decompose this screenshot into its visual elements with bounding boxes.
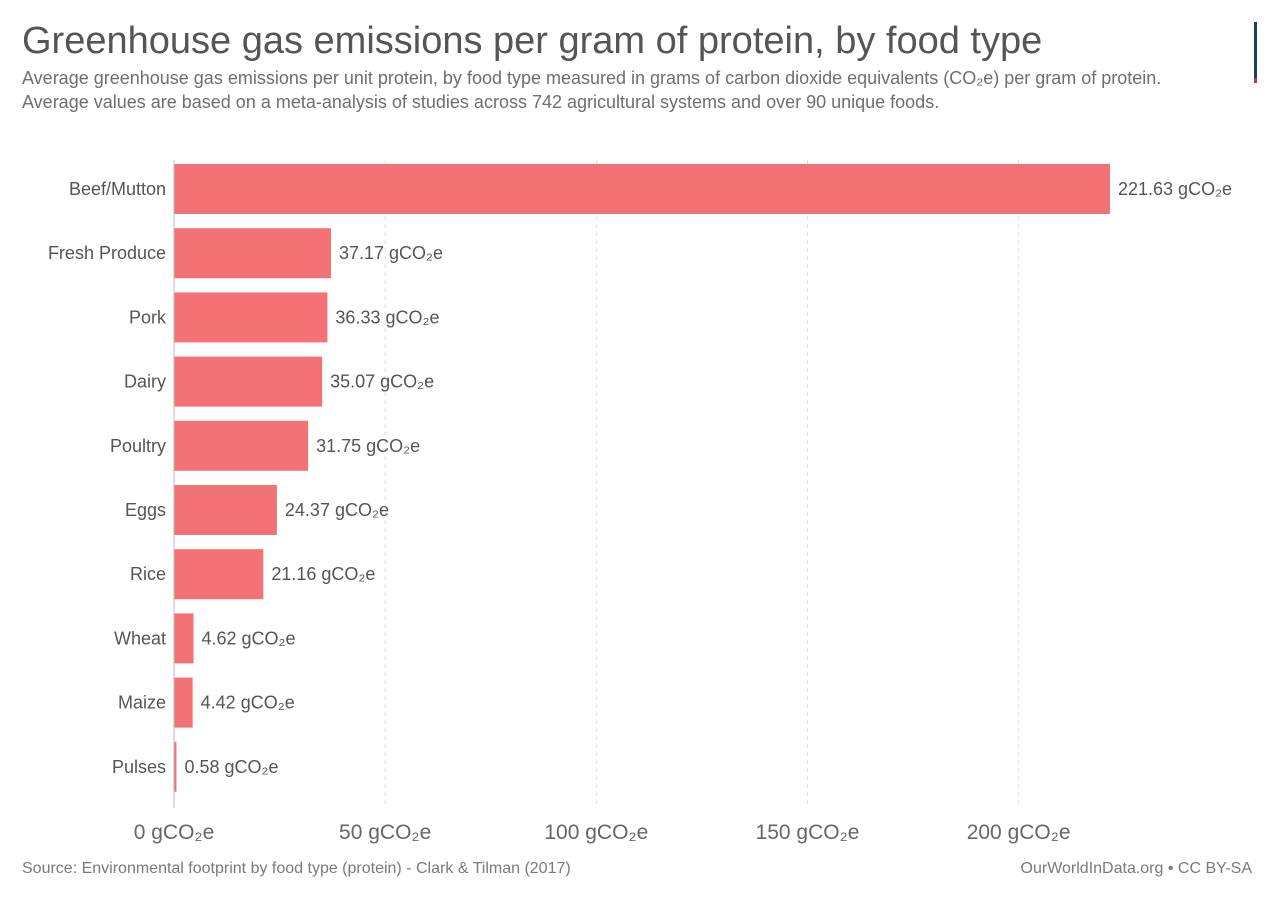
- category-label: Dairy: [124, 372, 166, 392]
- logo-navy-block: [1254, 22, 1257, 78]
- data-label: 36.33 gCO₂e: [335, 307, 439, 327]
- grid-lines: [384, 160, 1020, 808]
- chart-subtitle: Average greenhouse gas emissions per uni…: [22, 68, 1162, 112]
- x-tick-label: 50 gCO₂e: [339, 821, 431, 844]
- value-labels: 221.63 gCO₂e 37.17 gCO₂e 36.33 gCO₂e 35.07 …: [184, 179, 1232, 777]
- x-tick-label: 200 gCO₂e: [967, 821, 1071, 844]
- data-label: 21.16 gCO₂e: [271, 564, 375, 584]
- x-tick-label: 150 gCO₂e: [756, 821, 860, 844]
- bar[interactable]: [174, 356, 323, 407]
- bar[interactable]: [174, 292, 328, 343]
- data-label: 4.62 gCO₂e: [202, 628, 296, 648]
- data-label: 221.63 gCO₂e: [1118, 179, 1232, 199]
- owid-logo[interactable]: [1254, 22, 1257, 83]
- x-tick-labels: 0 gCO₂e 50 gCO₂e 100 gCO₂e 150 gCO₂e 200 gCO…: [134, 821, 1071, 844]
- category-label: Eggs: [125, 500, 166, 520]
- data-label: 0.58 gCO₂e: [184, 757, 278, 777]
- bar[interactable]: [174, 164, 1110, 214]
- bar[interactable]: [174, 485, 277, 535]
- x-tick-label: 100 gCO₂e: [544, 821, 648, 844]
- category-label: Beef/Mutton: [69, 179, 166, 199]
- category-label: Fresh Produce: [48, 243, 166, 263]
- bar[interactable]: [174, 228, 331, 279]
- x-tick-label: 0 gCO₂e: [134, 821, 215, 844]
- bars: [174, 164, 1110, 792]
- bar[interactable]: [174, 613, 194, 664]
- source-note[interactable]: Source: Environmental footprint by food …: [22, 860, 571, 877]
- data-label: 35.07 gCO₂e: [330, 372, 434, 392]
- chart-title: Greenhouse gas emissions per gram of pro…: [22, 20, 1043, 62]
- logo-red-stripe: [1254, 78, 1257, 83]
- data-label: 24.37 gCO₂e: [285, 500, 389, 520]
- data-label: 4.42 gCO₂e: [201, 693, 295, 713]
- category-label: Maize: [118, 693, 166, 713]
- category-label: Wheat: [114, 628, 166, 648]
- category-label: Poultry: [110, 436, 166, 456]
- bar[interactable]: [174, 420, 309, 471]
- category-labels: Beef/Mutton Fresh Produce Pork Dairy Poultry…: [48, 179, 167, 777]
- data-label: 37.17 gCO₂e: [339, 243, 443, 263]
- credit-link[interactable]: OurWorldInData.org • CC BY-SA: [1020, 860, 1252, 877]
- category-label: Rice: [130, 564, 166, 584]
- category-label: Pulses: [112, 757, 166, 777]
- bar[interactable]: [174, 677, 193, 728]
- bar[interactable]: [174, 741, 177, 792]
- category-label: Pork: [129, 307, 167, 327]
- bar[interactable]: [174, 549, 264, 600]
- data-label: 31.75 gCO₂e: [316, 436, 420, 456]
